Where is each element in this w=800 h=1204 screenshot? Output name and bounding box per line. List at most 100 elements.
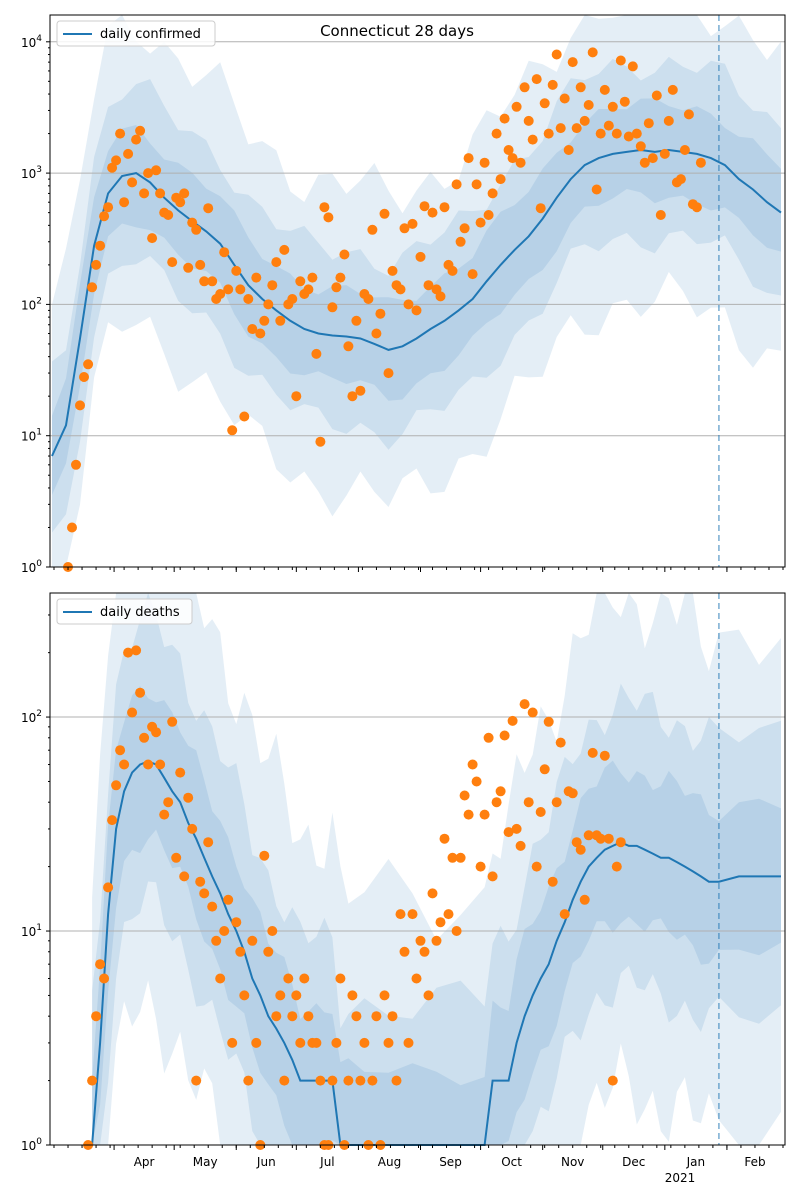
observed-point <box>271 1011 282 1022</box>
observed-point <box>603 833 614 844</box>
observed-point <box>611 861 622 872</box>
observed-point <box>499 113 510 124</box>
uncertainty-band-3 <box>52 98 781 495</box>
observed-point <box>243 1075 254 1086</box>
month-label: Jul <box>319 1155 334 1169</box>
observed-point <box>83 359 94 370</box>
observed-point <box>463 809 474 820</box>
observed-point <box>691 202 702 213</box>
observed-point <box>419 946 430 957</box>
observed-point <box>563 145 574 155</box>
observed-point <box>523 115 534 126</box>
observed-point <box>327 302 338 313</box>
confirmed-y-axis: 100 101 102 103 104 <box>21 34 50 575</box>
observed-point <box>139 188 150 199</box>
observed-point <box>247 935 258 946</box>
observed-point <box>503 827 514 838</box>
observed-point <box>371 328 382 339</box>
observed-point <box>123 647 134 658</box>
observed-point <box>127 707 138 718</box>
observed-point <box>451 926 462 936</box>
observed-point <box>319 202 330 213</box>
observed-point <box>183 792 194 803</box>
observed-point <box>95 240 106 251</box>
observed-point <box>311 348 322 359</box>
observed-point <box>91 259 102 270</box>
observed-point <box>595 128 606 139</box>
observed-point <box>439 833 450 844</box>
month-label: Apr <box>134 1155 155 1169</box>
confirmed-panel: 100 101 102 103 104 Connecticut 28 days dail… <box>21 14 786 575</box>
observed-point <box>87 282 98 293</box>
observed-point <box>607 1075 618 1086</box>
observed-point <box>99 211 110 222</box>
observed-point <box>383 368 394 379</box>
observed-point <box>231 917 242 928</box>
observed-point <box>195 259 206 270</box>
observed-point <box>463 153 474 164</box>
observed-point <box>655 210 666 220</box>
observed-point <box>207 901 218 912</box>
observed-point <box>111 155 122 166</box>
observed-point <box>479 809 490 820</box>
observed-point <box>355 385 366 396</box>
observed-point <box>191 224 202 235</box>
observed-point <box>155 188 166 199</box>
observed-point <box>447 265 458 276</box>
observed-point <box>111 780 122 791</box>
observed-point <box>579 115 590 126</box>
observed-point <box>275 315 286 326</box>
observed-point <box>527 134 538 145</box>
observed-point <box>251 1037 262 1048</box>
observed-point <box>427 888 438 899</box>
observed-point <box>295 276 306 287</box>
observed-point <box>607 101 618 112</box>
observed-point <box>239 411 250 422</box>
observed-point <box>91 1011 102 1022</box>
observed-point <box>267 926 278 936</box>
observed-point <box>583 830 594 841</box>
observed-point <box>411 305 422 316</box>
observed-point <box>403 299 414 310</box>
observed-point <box>331 1037 342 1048</box>
observed-point <box>331 282 342 293</box>
observed-point <box>443 909 454 920</box>
observed-point <box>587 47 598 58</box>
observed-point <box>515 840 526 851</box>
observed-point <box>203 837 214 848</box>
observed-point <box>259 315 270 326</box>
observed-point <box>299 973 310 984</box>
observed-point <box>591 184 602 195</box>
observed-point <box>623 131 634 142</box>
y-tick-label: 104 <box>21 34 42 50</box>
observed-point <box>343 341 354 352</box>
observed-point <box>75 400 85 411</box>
observed-point <box>475 217 486 228</box>
observed-point <box>267 280 278 291</box>
observed-point <box>619 96 630 107</box>
observed-point <box>575 844 586 855</box>
observed-point <box>143 759 154 770</box>
observed-point <box>283 973 294 984</box>
observed-point <box>235 284 246 295</box>
observed-point <box>119 197 130 208</box>
observed-point <box>219 247 230 258</box>
observed-point <box>515 157 526 168</box>
observed-point <box>583 100 594 110</box>
observed-point <box>539 98 550 109</box>
observed-point <box>535 203 546 214</box>
observed-point <box>163 797 174 808</box>
observed-point <box>519 82 530 93</box>
observed-point <box>435 917 446 928</box>
deaths-plot-frame <box>49 592 786 1146</box>
observed-point <box>243 294 254 304</box>
observed-point <box>227 425 238 436</box>
observed-point <box>179 188 190 199</box>
observed-point <box>287 1011 298 1022</box>
observed-point <box>579 894 590 905</box>
uncertainty-band-2 <box>52 56 781 533</box>
observed-point <box>215 973 226 984</box>
observed-point <box>103 202 114 213</box>
confirmed-series-layer <box>51 47 782 572</box>
